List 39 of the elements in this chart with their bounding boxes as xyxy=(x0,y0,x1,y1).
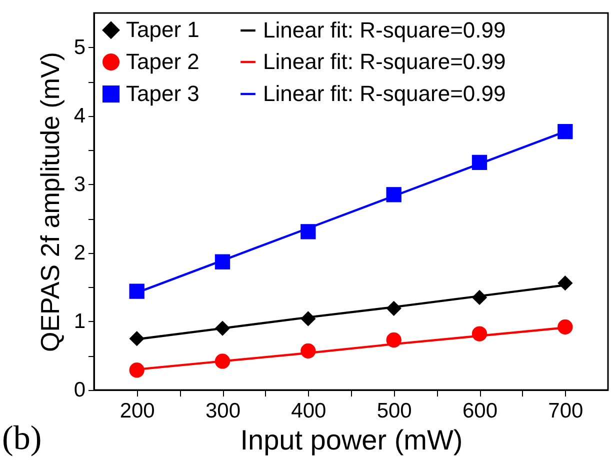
x-tick-label: 200 xyxy=(120,400,155,422)
text: (b) xyxy=(2,420,42,458)
point xyxy=(386,300,402,316)
point xyxy=(472,326,488,342)
point xyxy=(558,124,573,140)
y-tick-label: 1 xyxy=(74,310,86,333)
point xyxy=(300,311,316,326)
point xyxy=(214,320,230,336)
point xyxy=(472,154,488,170)
legend-label: Linear fit: R-square=0.99 xyxy=(263,49,506,74)
x-axis-title: Input power (mW) xyxy=(240,424,463,456)
y-tick-label: 4 xyxy=(74,104,86,128)
point xyxy=(472,290,488,306)
legend-label: Taper 2 xyxy=(126,49,200,74)
point xyxy=(558,319,573,335)
point xyxy=(386,332,402,348)
legend-label: Linear fit: R-square=0.99 xyxy=(263,81,506,106)
y-tick-label: 2 xyxy=(74,241,86,264)
point xyxy=(214,254,230,270)
x-tick-label: 500 xyxy=(376,400,412,422)
point xyxy=(129,284,144,299)
point xyxy=(129,331,144,346)
point xyxy=(129,362,144,378)
y-tick-label: 0 xyxy=(74,378,86,402)
x-tick-label: 600 xyxy=(462,400,498,422)
x-tick-label: 300 xyxy=(205,400,241,422)
x-tick-label: 400 xyxy=(291,400,326,422)
point xyxy=(214,354,230,369)
point xyxy=(300,343,316,358)
legend-label: Linear fit: R-square=0.99 xyxy=(263,18,506,42)
legend-label: Taper 1 xyxy=(126,17,200,42)
y-axis-title: QEPAS 2f amplitude (mV) xyxy=(34,52,65,352)
y-tick-label: 3 xyxy=(74,172,86,196)
point xyxy=(558,275,573,291)
y-tick-label: 5 xyxy=(74,36,86,59)
x-tick-label: 700 xyxy=(548,400,584,422)
point xyxy=(386,187,402,202)
point xyxy=(300,224,316,240)
legend-label: Taper 3 xyxy=(126,81,200,106)
